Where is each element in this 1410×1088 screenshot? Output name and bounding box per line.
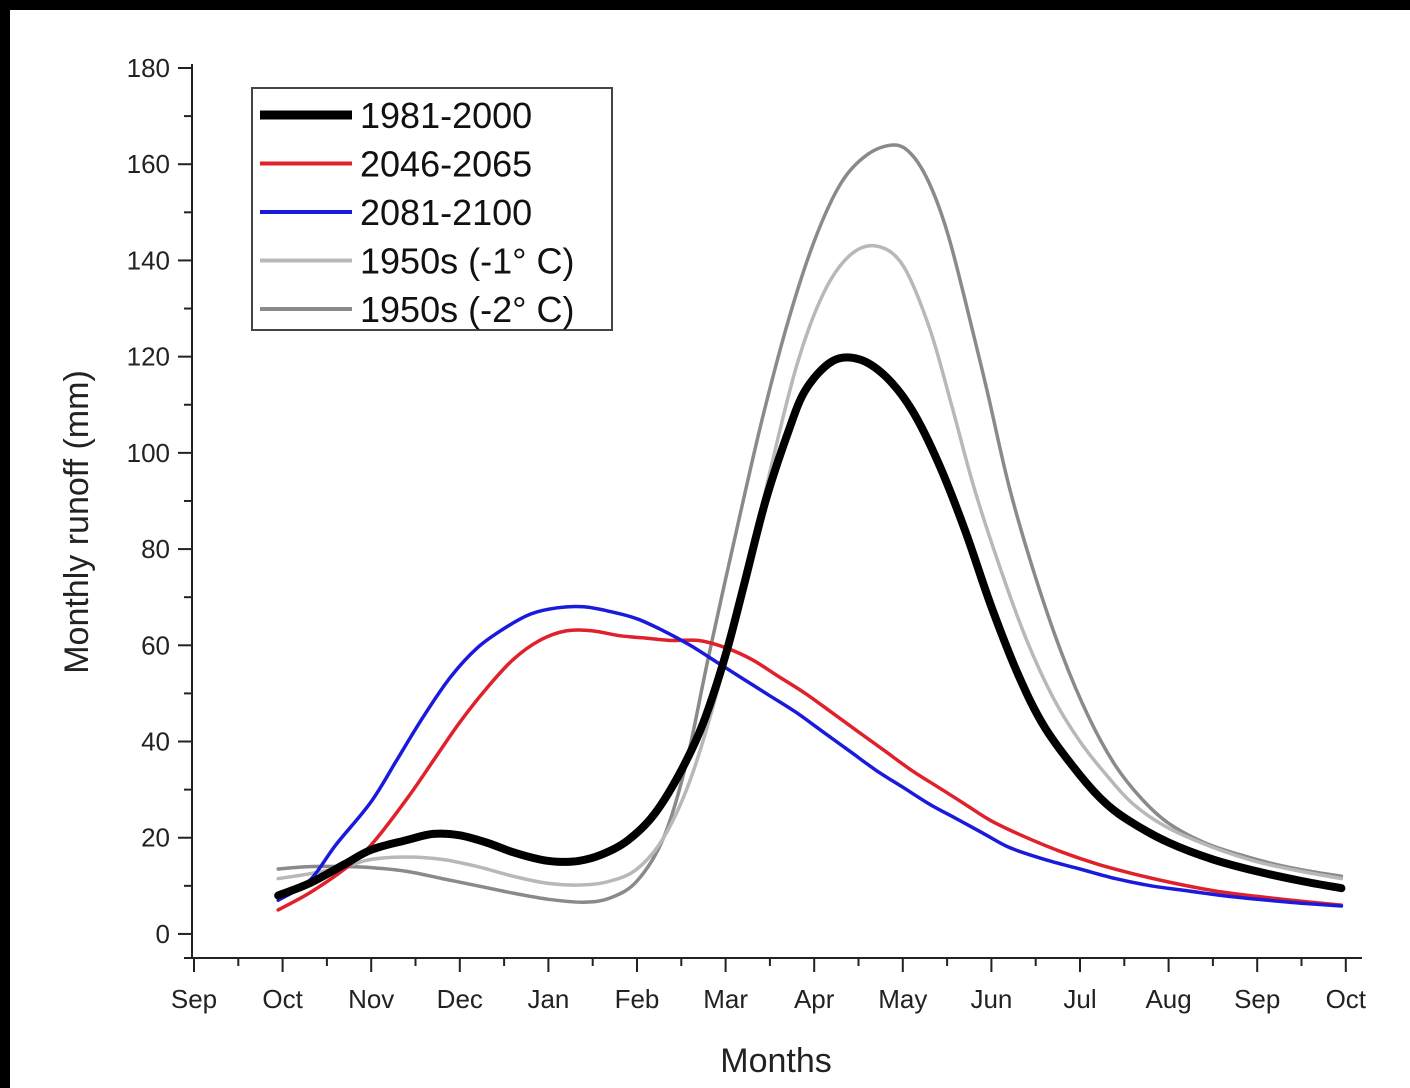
series-line-3 [276,243,1344,887]
x-tick-label: Oct [1326,984,1367,1014]
series-line-4 [276,143,1344,904]
x-tick-label: Sep [171,984,217,1014]
y-tick-label: 100 [127,438,170,468]
y-tick-label: 40 [141,727,170,757]
y-tick-label: 180 [127,53,170,83]
runoff-chart: 0 20 40 60 80 100 120 140 160 180 Sep Oct Nov Dec Jan F… [58,53,1367,1080]
x-tick-label: Dec [437,984,483,1014]
x-tick-label: Mar [703,984,748,1014]
legend-box [251,87,613,331]
y-tick-label: 20 [141,823,170,853]
series-line-1 [276,628,1344,912]
series-line-2 [276,604,1344,908]
series-line-0 [274,353,1346,900]
x-tick-label: Feb [615,984,660,1014]
y-tick-label: 0 [156,919,170,949]
x-tick-label: Sep [1234,984,1280,1014]
x-tick-label: Jan [527,984,569,1014]
legend-label: 2081-2100 [360,192,532,233]
x-tick-label: Jun [970,984,1012,1014]
y-tick-label: 160 [127,149,170,179]
x-tick-label: Apr [794,984,835,1014]
x-tick-label: Aug [1145,984,1191,1014]
legend-label: 1950s (-2° C) [360,289,574,330]
y-tick-label: 140 [127,245,170,275]
y-tick-label: 60 [141,630,170,660]
legend-label: 1981-2000 [360,95,532,136]
x-tick-label: Nov [348,984,394,1014]
x-axis-title: Months [720,1042,832,1080]
y-axis-title: Monthly runoff (mm) [58,370,96,674]
x-tick-label: May [878,984,927,1014]
legend-label: 1950s (-1° C) [360,241,574,282]
legend-label: 2046-2065 [360,144,532,185]
x-tick-label: Oct [262,984,303,1014]
y-tick-label: 80 [141,534,170,564]
y-tick-label: 120 [127,342,170,372]
x-tick-label: Jul [1063,984,1096,1014]
chart-figure: 0 20 40 60 80 100 120 140 160 180 Sep Oct Nov Dec Jan F… [10,10,1410,1088]
